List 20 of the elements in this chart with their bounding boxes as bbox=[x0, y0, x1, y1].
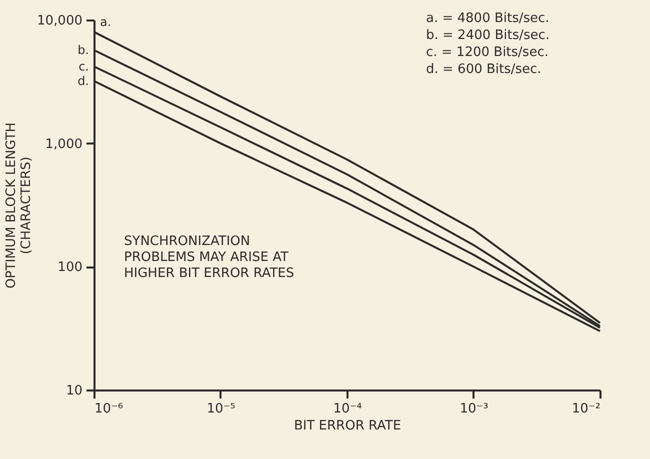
y-tick-label: 1,000 bbox=[45, 136, 82, 152]
annotation: b. = 2400 Bits/sec. bbox=[426, 28, 550, 43]
x-tick-label: 10⁻⁴ bbox=[333, 402, 362, 416]
annotation: d. = 600 Bits/sec. bbox=[426, 62, 542, 77]
y-axis-title: OPTIMUM BLOCK LENGTH (CHARACTERS) bbox=[4, 122, 34, 289]
y-tick-label: 100 bbox=[58, 260, 82, 276]
annotation: a. = 4800 Bits/sec. bbox=[426, 11, 550, 26]
y-tick-label: 10 bbox=[66, 384, 82, 398]
x-tick-label: 10⁻⁶ bbox=[94, 402, 124, 416]
x-tick-label: 10⁻³ bbox=[460, 402, 488, 416]
x-axis-title: BIT ERROR RATE bbox=[294, 418, 402, 434]
series-label: b. bbox=[78, 43, 89, 58]
series-label: c. bbox=[78, 59, 89, 74]
annotation: SYNCHRONIZATION PROBLEMS MAY ARISE AT HIGHER BIT ERROR RATES bbox=[124, 234, 294, 281]
annotation: c. = 1200 Bits/sec. bbox=[426, 45, 548, 60]
series-label: d. bbox=[78, 74, 89, 88]
series-label: a. bbox=[100, 14, 112, 29]
x-tick-label: 10⁻⁵ bbox=[206, 402, 236, 416]
x-tick-label: 10⁻² bbox=[572, 402, 600, 416]
y-tick-label: 10,000 bbox=[37, 14, 82, 28]
